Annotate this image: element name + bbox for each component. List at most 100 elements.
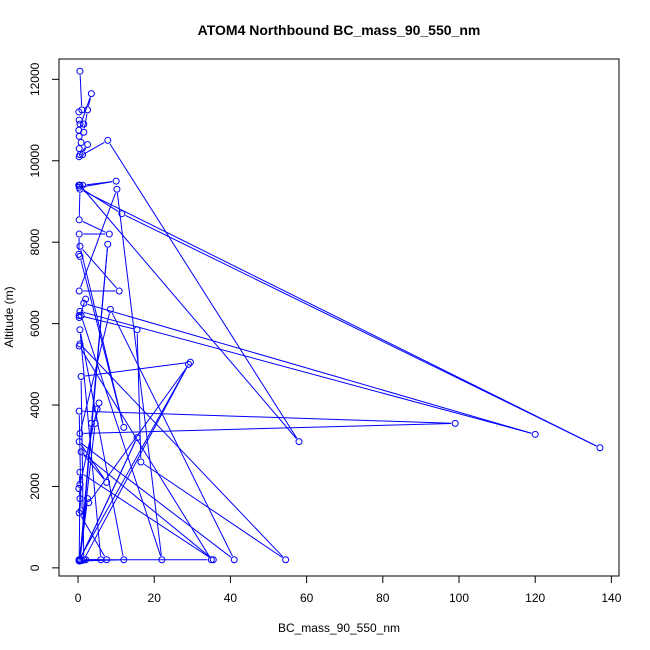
data-point xyxy=(106,305,114,313)
series-line-segment xyxy=(83,559,120,562)
x-axis: 0 20 40 60 80 100 120 140 xyxy=(75,575,622,605)
data-point xyxy=(80,299,88,307)
x-tick-label: 140 xyxy=(601,591,621,605)
data-point xyxy=(87,419,95,427)
x-tick-label: 20 xyxy=(148,591,162,605)
series-line-segment xyxy=(90,365,189,500)
series-line-segment xyxy=(80,412,97,481)
series-line-segment xyxy=(85,367,188,557)
data-point xyxy=(76,495,84,503)
data-point xyxy=(137,458,145,466)
data-point xyxy=(77,507,85,515)
data-point xyxy=(75,287,83,295)
series-line-segment xyxy=(80,302,85,314)
data-point xyxy=(103,478,111,486)
series-line-segment xyxy=(82,141,105,156)
data-point xyxy=(104,136,112,144)
data-point xyxy=(112,177,120,185)
series-line-segment xyxy=(83,410,452,424)
y-axis: 0 2000 4000 6000 8000 10000 12000 xyxy=(28,62,60,571)
series-line-segment xyxy=(82,443,232,558)
data-point xyxy=(295,438,303,446)
series-line-segment xyxy=(83,454,105,480)
x-tick-label: 0 xyxy=(75,591,82,605)
data-point xyxy=(76,185,84,193)
series-line-segment xyxy=(80,313,110,430)
x-tick-label: 80 xyxy=(376,591,390,605)
series-line-segment xyxy=(111,312,233,557)
series-line-segment xyxy=(82,187,297,439)
data-point xyxy=(230,556,238,564)
data-point xyxy=(76,468,84,476)
series-line-segment xyxy=(109,143,298,439)
series-line-segment xyxy=(82,248,117,289)
data-point xyxy=(185,360,193,368)
data-point xyxy=(95,399,103,407)
data-point xyxy=(78,557,86,565)
data-point xyxy=(75,153,83,161)
x-tick-label: 120 xyxy=(525,591,545,605)
series-line-segment xyxy=(87,97,91,107)
series-line-segment xyxy=(79,427,92,556)
series-line-segment xyxy=(91,248,108,420)
data-point xyxy=(76,252,84,260)
series-line-segment xyxy=(125,215,597,447)
series-line-segment xyxy=(78,476,81,485)
data-point xyxy=(75,438,83,446)
data-point xyxy=(75,230,83,238)
series-line-segment xyxy=(80,250,124,424)
data-point xyxy=(531,430,539,438)
series-line-segment xyxy=(116,193,162,556)
series-line-segment xyxy=(143,463,283,558)
data-point xyxy=(133,434,141,442)
series-line-segment xyxy=(82,346,284,558)
data-point xyxy=(85,499,93,507)
data-point xyxy=(282,556,290,564)
data-point xyxy=(76,430,84,438)
y-tick-label: 0 xyxy=(28,564,42,571)
data-point xyxy=(82,295,90,303)
data-point xyxy=(80,120,88,128)
series-line-segment xyxy=(80,192,116,288)
data-point xyxy=(75,342,83,350)
series-line-segment xyxy=(80,333,124,556)
data-point xyxy=(120,556,128,564)
y-axis-label: Altitude (m) xyxy=(2,286,16,347)
data-point xyxy=(113,185,121,193)
chart-title: ATOM4 Northbound BC_mass_90_550_nm xyxy=(198,22,481,38)
data-point xyxy=(77,311,85,319)
data-point xyxy=(76,242,84,250)
series-line-segment xyxy=(80,440,136,558)
data-point xyxy=(158,556,166,564)
series-line-segment xyxy=(83,113,88,129)
series-line-segment xyxy=(83,147,87,152)
data-point xyxy=(80,128,88,136)
series-line-segment xyxy=(87,303,532,434)
data-point xyxy=(207,556,215,564)
data-point xyxy=(77,373,85,381)
data-point xyxy=(76,307,84,315)
data-point xyxy=(84,106,92,114)
x-tick-label: 40 xyxy=(224,591,238,605)
plot-area xyxy=(75,67,604,565)
data-point xyxy=(115,287,123,295)
y-tick-label: 8000 xyxy=(28,229,42,256)
series-line-segment xyxy=(80,516,106,557)
data-point xyxy=(596,444,604,452)
data-point xyxy=(79,151,87,159)
data-point xyxy=(91,419,99,427)
data-point xyxy=(76,67,84,75)
series-line-segment xyxy=(78,193,81,216)
data-point xyxy=(105,230,113,238)
series-line-segment xyxy=(82,315,134,330)
data-point xyxy=(75,132,83,140)
series-line-segment xyxy=(83,473,211,558)
data-point xyxy=(75,116,83,124)
data-point xyxy=(120,423,128,431)
series-line-segment xyxy=(80,367,188,557)
series-line-segment xyxy=(83,311,532,434)
series-line-segment xyxy=(83,190,597,447)
y-tick-label: 2000 xyxy=(28,473,42,500)
data-point xyxy=(133,326,141,334)
